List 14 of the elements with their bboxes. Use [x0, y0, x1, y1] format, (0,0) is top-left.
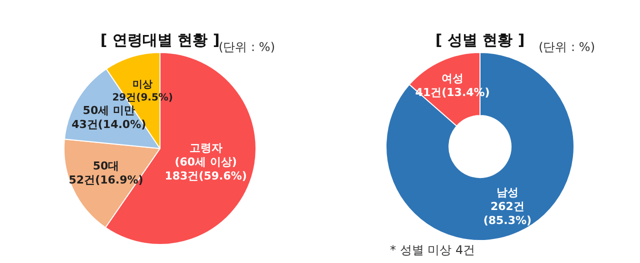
data-label: 43건(14.0%): [72, 118, 146, 131]
data-label: 262건 (85.3%): [483, 200, 532, 227]
slice-label: 여성: [442, 72, 464, 85]
text: (단위 : %): [218, 40, 275, 54]
slice-label: 남성: [496, 186, 518, 199]
text: * 성별 미상 4건: [390, 243, 476, 258]
slice-label: 50세 미만: [82, 104, 135, 117]
chart-title: [ 성별 현황 ]: [435, 30, 525, 49]
chart-title: [ 연령대별 현황 ]: [100, 30, 220, 49]
text: (단위 : %): [538, 40, 595, 54]
data-label: 183건(59.6%): [164, 170, 247, 183]
slice-label: 미상: [132, 80, 153, 91]
slice-label: 50대: [92, 159, 120, 172]
slice-label: 고령자 (60세 이상): [174, 142, 237, 169]
